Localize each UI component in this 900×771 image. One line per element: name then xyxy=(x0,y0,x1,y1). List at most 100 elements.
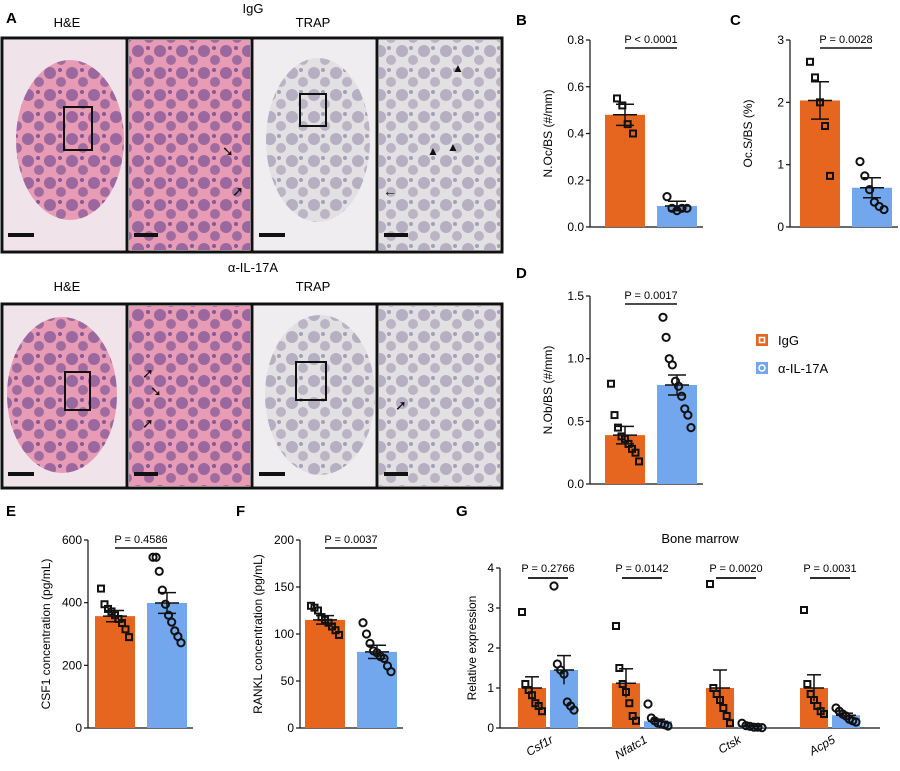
bar-igg xyxy=(305,619,345,728)
legend: IgG α-IL-17A xyxy=(756,333,828,376)
data-point xyxy=(682,203,692,213)
svg-text:▲: ▲ xyxy=(427,144,439,158)
p-value-label: P = 0.0037 xyxy=(324,534,377,546)
data-point xyxy=(686,423,696,433)
data-point xyxy=(816,98,824,107)
micrograph-he-anti-zoom: ➚ ➘ ➚ xyxy=(129,306,250,486)
y-tick-label: 0.2 xyxy=(567,173,584,187)
y-tick-label: 150 xyxy=(274,580,294,594)
y-tick-label: 1.0 xyxy=(567,352,584,366)
group-title-igg: IgG xyxy=(243,1,264,16)
data-point xyxy=(663,721,673,731)
y-tick-label: 600 xyxy=(62,533,82,547)
group-title-anti: α-IL-17A xyxy=(228,260,278,275)
stain-label-trap-anti: TRAP xyxy=(296,279,331,294)
data-point xyxy=(821,122,829,131)
y-axis-label: Oc.S/BS (%) xyxy=(741,99,755,167)
y-tick-label: 200 xyxy=(274,533,294,547)
data-point xyxy=(148,552,158,562)
data-point xyxy=(662,192,672,202)
legend-swatch-igg xyxy=(756,334,768,346)
p-value-label: P = 0.0017 xyxy=(624,290,677,302)
data-point xyxy=(632,716,640,725)
x-tick-label-nfatc1: Nfatc1 xyxy=(612,732,649,761)
chart-panel-e: E 0 200 400 600 CSF1 concentration (pg/mL) P =… xyxy=(6,503,193,735)
data-point xyxy=(879,204,889,215)
bar-igg xyxy=(800,100,840,227)
data-point xyxy=(569,705,579,715)
panel-letter-e: E xyxy=(6,503,16,520)
y-tick-label: 0 xyxy=(75,721,82,735)
y-tick-label: 0.4 xyxy=(567,127,584,141)
stain-label-he-igg: H&E xyxy=(54,15,81,30)
data-point xyxy=(851,717,861,727)
y-tick-label: 0 xyxy=(487,721,494,735)
data-point xyxy=(121,625,130,634)
y-tick-label: 100 xyxy=(274,627,294,641)
data-point xyxy=(719,704,728,712)
y-axis-label: N.Oc/BS (#/mm) xyxy=(541,89,555,177)
y-axis-label: CSF1 concentration (pg/mL) xyxy=(39,559,53,710)
data-point xyxy=(673,381,684,391)
data-point xyxy=(661,332,671,342)
data-point xyxy=(643,699,653,709)
svg-text:➚: ➚ xyxy=(395,397,407,413)
data-point xyxy=(635,457,643,466)
y-tick-label: 4 xyxy=(487,561,494,575)
data-point xyxy=(610,411,619,420)
svg-text:▲: ▲ xyxy=(447,140,459,154)
data-point xyxy=(667,360,677,370)
y-axis-label: RANKL concentration (pg/mL) xyxy=(251,554,265,714)
data-point xyxy=(803,680,812,688)
y-tick-label: 0.0 xyxy=(567,477,584,491)
bar-anti xyxy=(147,602,187,728)
data-point xyxy=(160,599,171,609)
micrograph-trap-igg-overview xyxy=(254,40,375,250)
y-tick-label: 0 xyxy=(287,721,294,735)
data-point xyxy=(167,617,177,627)
data-point xyxy=(618,680,627,688)
data-point xyxy=(618,101,627,110)
micrograph-trap-anti-overview xyxy=(254,306,375,486)
micrograph-he-igg-zoom: ➘ ➚ xyxy=(129,40,250,250)
p-value-label: P = 0.2766 xyxy=(521,563,574,575)
data-point xyxy=(151,552,161,562)
legend-swatch-anti xyxy=(756,362,768,374)
data-point xyxy=(658,312,668,322)
svg-text:←: ← xyxy=(383,183,397,199)
y-tick-label: 0.8 xyxy=(567,33,584,47)
data-point xyxy=(631,448,640,457)
y-tick-label: 2 xyxy=(487,641,494,655)
data-point xyxy=(677,203,687,213)
p-value-label: P < 0.0001 xyxy=(624,34,677,46)
y-axis-label: Relative expression xyxy=(465,596,479,701)
chart-title: Bone marrow xyxy=(661,531,739,546)
y-tick-label: 3 xyxy=(777,33,784,47)
y-tick-label: 50 xyxy=(281,674,295,688)
micrograph-trap-anti-zoom: ➚ xyxy=(379,306,500,486)
data-point xyxy=(726,719,734,728)
data-point xyxy=(625,699,634,708)
svg-text:➚: ➚ xyxy=(142,415,154,431)
data-point xyxy=(612,622,620,630)
data-point xyxy=(741,721,751,731)
data-point xyxy=(683,410,693,420)
data-point xyxy=(716,696,724,704)
svg-text:➘: ➘ xyxy=(222,143,234,159)
data-point xyxy=(335,630,343,639)
data-point xyxy=(800,606,808,614)
micrograph-trap-igg-zoom: ▲ ▲ ▲ ← xyxy=(379,40,500,250)
data-point xyxy=(97,584,105,593)
micrograph-he-igg-overview xyxy=(4,40,125,250)
p-value-label: P = 0.0028 xyxy=(819,34,872,46)
y-tick-label: 200 xyxy=(62,658,82,672)
p-value-label: P = 0.0142 xyxy=(615,563,668,575)
data-point xyxy=(365,638,375,649)
stain-label-he-anti: H&E xyxy=(54,279,81,294)
y-tick-label: 0.5 xyxy=(567,414,584,428)
stain-label-trap-igg: TRAP xyxy=(296,15,331,30)
chart-panel-f: F 0 50 100 150 200 RANKL concentration (pg/mL)… xyxy=(236,503,403,735)
svg-text:▲: ▲ xyxy=(452,61,464,75)
y-tick-label: 1 xyxy=(777,158,784,172)
